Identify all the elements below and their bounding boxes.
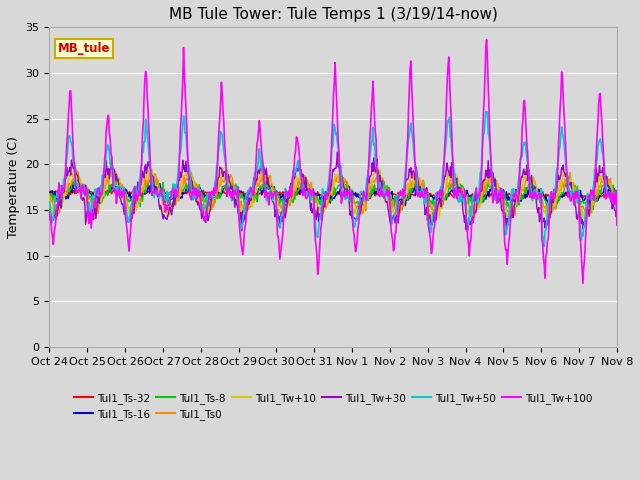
Text: MB_tule: MB_tule — [58, 42, 110, 55]
Tul1_Tw+50 — [56, 189, 63, 195]
Tul1_Ts-32 — [420, 192, 428, 198]
Tul1_Tw+10 — [403, 187, 411, 192]
Tul1_Tw+100 — [172, 187, 179, 193]
Tul1_Tw+10 — [56, 200, 63, 206]
Tul1_Tw+30 — [613, 209, 621, 215]
Tul1_Ts-32 — [586, 197, 594, 203]
Tul1_Tw+30 — [45, 207, 53, 213]
Tul1_Tw+30 — [172, 193, 179, 199]
Tul1_Tw+30 — [333, 149, 341, 155]
Tul1_Ts-32 — [613, 191, 621, 197]
Tul1_Ts-16 — [401, 203, 409, 209]
Tul1_Tw+50 — [540, 244, 548, 250]
Tul1_Tw+10 — [173, 191, 180, 196]
Tul1_Tw+100 — [483, 37, 490, 43]
Tul1_Tw+100 — [114, 191, 122, 197]
Tul1_Ts0 — [56, 210, 63, 216]
Tul1_Ts-32 — [115, 187, 123, 192]
Tul1_Ts-16 — [114, 186, 122, 192]
Tul1_Ts0 — [45, 191, 53, 196]
Tul1_Ts-8 — [420, 186, 428, 192]
Tul1_Tw+10 — [45, 193, 53, 199]
Tul1_Tw+50 — [114, 193, 122, 199]
Tul1_Tw+100 — [579, 281, 587, 287]
Tul1_Ts-16 — [172, 196, 179, 202]
Tul1_Ts0 — [173, 192, 180, 198]
Tul1_Tw+100 — [45, 210, 53, 216]
Tul1_Tw+50 — [45, 199, 53, 205]
Tul1_Tw+50 — [202, 204, 209, 210]
Tul1_Tw+50 — [172, 187, 179, 192]
Line: Tul1_Ts-32: Tul1_Ts-32 — [49, 189, 617, 200]
Tul1_Tw+30 — [56, 203, 63, 208]
Tul1_Ts-32 — [203, 190, 211, 196]
Line: Tul1_Tw+30: Tul1_Tw+30 — [49, 152, 617, 231]
Line: Tul1_Ts0: Tul1_Ts0 — [49, 169, 617, 218]
Tul1_Tw+100 — [613, 222, 621, 228]
Tul1_Ts-8 — [56, 201, 63, 206]
Line: Tul1_Tw+100: Tul1_Tw+100 — [49, 40, 617, 284]
Tul1_Tw+10 — [543, 221, 551, 227]
Tul1_Ts0 — [115, 176, 123, 182]
Tul1_Tw+30 — [404, 177, 412, 182]
Tul1_Ts-8 — [172, 199, 179, 204]
Tul1_Ts-32 — [173, 190, 180, 196]
Tul1_Tw+30 — [114, 177, 122, 182]
Tul1_Ts-8 — [45, 196, 53, 202]
Tul1_Tw+30 — [238, 228, 246, 234]
Tul1_Ts-16 — [56, 196, 63, 202]
Tul1_Ts-8 — [203, 194, 211, 200]
Tul1_Ts-8 — [613, 196, 621, 202]
Tul1_Ts0 — [470, 215, 478, 221]
Tul1_Tw+50 — [403, 162, 410, 168]
Tul1_Tw+50 — [419, 193, 426, 199]
Tul1_Tw+30 — [420, 198, 428, 204]
Tul1_Tw+30 — [202, 220, 209, 226]
Title: MB Tule Tower: Tule Temps 1 (3/19/14-now): MB Tule Tower: Tule Temps 1 (3/19/14-now… — [169, 7, 497, 22]
Tul1_Ts0 — [613, 199, 621, 205]
Tul1_Ts-16 — [203, 193, 211, 199]
Tul1_Ts-16 — [187, 179, 195, 185]
Line: Tul1_Ts-16: Tul1_Ts-16 — [49, 182, 617, 206]
Tul1_Tw+10 — [203, 213, 211, 218]
Tul1_Ts-8 — [186, 172, 194, 178]
Tul1_Ts-32 — [56, 190, 63, 195]
Tul1_Ts-32 — [403, 193, 411, 199]
Tul1_Ts-32 — [83, 186, 90, 192]
Tul1_Tw+10 — [420, 195, 428, 201]
Tul1_Tw+10 — [613, 202, 621, 207]
Tul1_Ts-16 — [45, 191, 53, 197]
Line: Tul1_Ts-8: Tul1_Ts-8 — [49, 175, 617, 211]
Tul1_Tw+100 — [56, 192, 63, 198]
Tul1_Ts-16 — [613, 193, 621, 199]
Y-axis label: Temperature (C): Temperature (C) — [7, 136, 20, 238]
Tul1_Ts-8 — [404, 197, 412, 203]
Tul1_Ts0 — [420, 180, 428, 186]
Tul1_Ts-8 — [279, 208, 287, 214]
Tul1_Ts0 — [203, 205, 211, 211]
Tul1_Tw+100 — [419, 194, 426, 200]
Line: Tul1_Tw+10: Tul1_Tw+10 — [49, 163, 617, 224]
Line: Tul1_Tw+50: Tul1_Tw+50 — [49, 111, 617, 247]
Tul1_Tw+50 — [482, 108, 490, 114]
Tul1_Tw+100 — [202, 216, 209, 222]
Tul1_Tw+50 — [613, 216, 621, 221]
Tul1_Tw+10 — [72, 160, 79, 166]
Tul1_Ts0 — [403, 192, 411, 197]
Legend: Tul1_Ts-32, Tul1_Ts-16, Tul1_Ts-8, Tul1_Ts0, Tul1_Tw+10, Tul1_Tw+30, Tul1_Tw+50,: Tul1_Ts-32, Tul1_Ts-16, Tul1_Ts-8, Tul1_… — [70, 389, 596, 424]
Tul1_Ts-16 — [420, 187, 428, 193]
Tul1_Tw+10 — [115, 177, 123, 182]
Tul1_Ts-32 — [45, 186, 53, 192]
Tul1_Ts0 — [71, 167, 79, 172]
Tul1_Ts-16 — [404, 192, 412, 198]
Tul1_Tw+100 — [403, 166, 410, 171]
Tul1_Ts-8 — [114, 175, 122, 181]
